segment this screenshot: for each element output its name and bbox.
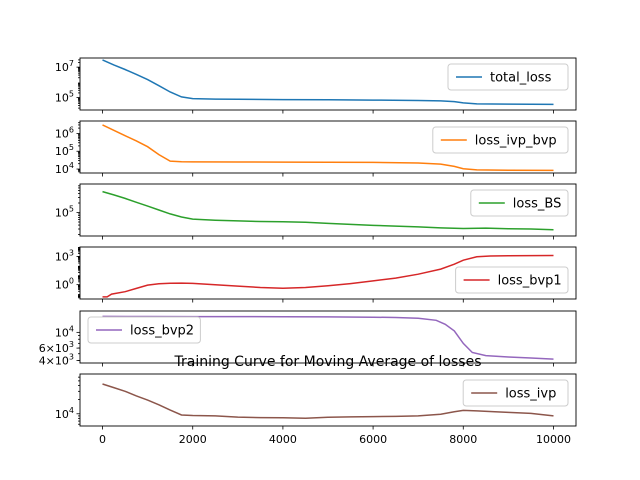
subplot-loss_BS: 105 loss_BS bbox=[55, 183, 577, 240]
axes-frame bbox=[79, 310, 577, 364]
subplot-loss_ivp_bvp: 106 105 104 loss_ivp_bvp bbox=[55, 120, 577, 177]
subplot-total_loss: 107 105 total_loss bbox=[55, 57, 577, 114]
legend-box bbox=[432, 126, 569, 154]
subplot-loss_bvp1: 103 100 loss_bvp1 bbox=[55, 246, 577, 303]
y-tick-label: 105 bbox=[55, 143, 74, 158]
legend-box bbox=[470, 189, 569, 217]
series-line-loss_ivp bbox=[102, 383, 554, 420]
y-tick-label: 105 bbox=[55, 204, 74, 219]
legend: loss_BS bbox=[470, 189, 569, 217]
legend-label: loss_bvp1 bbox=[498, 274, 562, 289]
y-tick-label: 103 bbox=[55, 248, 74, 263]
x-tick-label: 4000 bbox=[269, 433, 297, 446]
x-tick-label: 0 bbox=[99, 433, 106, 446]
legend-box bbox=[87, 316, 201, 344]
legend: total_loss bbox=[447, 63, 569, 91]
x-tick-label: 10000 bbox=[536, 433, 571, 446]
y-tick-label: 104 bbox=[55, 161, 74, 176]
series-line-loss_bvp1 bbox=[102, 254, 554, 298]
series-line-total_loss bbox=[102, 59, 554, 106]
legend: loss_bvp1 bbox=[455, 266, 569, 294]
legend: loss_ivp bbox=[462, 379, 569, 407]
x-tick-label: 8000 bbox=[449, 433, 477, 446]
legend-label: total_loss bbox=[490, 71, 552, 86]
y-tick-label: 106 bbox=[55, 125, 74, 140]
y-tick-label: 104 bbox=[55, 324, 74, 339]
axes-frame bbox=[79, 120, 577, 174]
subplot-loss_ivp: 104 0 2000 4000 6000 8000 10000 loss_ivp bbox=[55, 373, 577, 446]
legend-label: loss_BS bbox=[513, 197, 562, 212]
series-line-loss_ivp_bvp bbox=[102, 124, 554, 172]
legend-box bbox=[462, 379, 569, 407]
series-line-loss_BS bbox=[102, 190, 554, 231]
legend-label: loss_ivp_bvp bbox=[475, 134, 557, 149]
axes-frame bbox=[79, 246, 577, 300]
axes-frame bbox=[79, 183, 577, 237]
y-tick-label: 105 bbox=[55, 89, 74, 104]
y-tick-label: 6×103 bbox=[39, 340, 74, 355]
legend: loss_bvp2 bbox=[87, 316, 201, 344]
chart-title: Training Curve for Moving Average of los… bbox=[173, 354, 481, 370]
y-tick-label: 107 bbox=[55, 59, 74, 74]
legend-box bbox=[455, 266, 569, 294]
legend-label: loss_bvp2 bbox=[130, 324, 194, 339]
x-tick-label: 2000 bbox=[179, 433, 207, 446]
y-tick-label: 4×103 bbox=[39, 353, 74, 368]
y-tick-label: 104 bbox=[55, 406, 74, 421]
legend-label: loss_ivp bbox=[505, 387, 556, 402]
x-tick-label: 6000 bbox=[359, 433, 387, 446]
series-line-loss_bvp2 bbox=[102, 315, 554, 360]
legend: loss_ivp_bvp bbox=[432, 126, 569, 154]
legend-box bbox=[447, 63, 569, 91]
y-tick-label: 100 bbox=[55, 277, 74, 292]
